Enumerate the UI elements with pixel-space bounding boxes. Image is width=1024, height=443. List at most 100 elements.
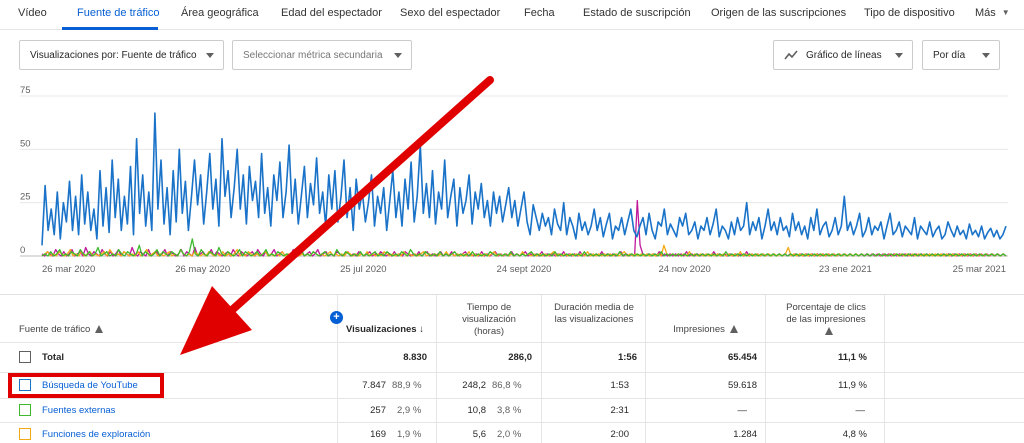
youtube-search-views-pct: 88,9 % bbox=[392, 380, 422, 391]
youtube-search-watch-pct: 86,8 % bbox=[492, 380, 522, 391]
y-tick-label: 0 bbox=[20, 245, 25, 256]
chart-type-label: Gráfico de líneas bbox=[806, 50, 882, 61]
source-youtube-search[interactable]: Búsqueda de YouTube bbox=[42, 380, 138, 391]
header-traffic-source-label: Fuente de tráfico bbox=[19, 324, 91, 335]
tab-subscription-source[interactable]: Origen de las suscripciones bbox=[711, 7, 847, 19]
tab-traffic-source[interactable]: Fuente de tráfico bbox=[77, 7, 160, 19]
warning-icon bbox=[824, 327, 833, 335]
external-views-pct: 2,9 % bbox=[397, 405, 422, 416]
traffic-line-chart: 75 50 25 0 26 mar 2020 26 may 2020 25 jul 202… bbox=[20, 85, 1008, 275]
x-tick-label: 25 jul 2020 bbox=[340, 264, 386, 275]
header-avg-duration[interactable]: Duración media de las visualizaciones bbox=[554, 302, 634, 325]
external-views: 257 bbox=[370, 405, 386, 416]
total-ctr: 11,1 % bbox=[837, 352, 867, 363]
exploration-watch-pct: 2,0 % bbox=[497, 429, 522, 440]
x-tick-label: 25 mar 2021 bbox=[953, 264, 1006, 275]
external-watch-pct: 3,8 % bbox=[497, 405, 522, 416]
x-tick-label: 23 ene 2021 bbox=[819, 264, 872, 275]
y-axis-ticks: 75 50 25 0 bbox=[20, 85, 31, 256]
add-metric-icon[interactable]: + bbox=[330, 311, 343, 324]
tab-more-label: Más bbox=[975, 7, 996, 19]
column-divider bbox=[436, 295, 437, 443]
secondary-metric-dropdown[interactable]: Seleccionar métrica secundaria bbox=[232, 40, 412, 70]
chart-type-dropdown[interactable]: Gráfico de líneas bbox=[773, 40, 913, 70]
exploration-views: 169 bbox=[370, 429, 386, 440]
tab-viewer-age[interactable]: Edad del espectador bbox=[281, 7, 382, 19]
header-watch-time[interactable]: Tiempo de visualización (horas) bbox=[462, 302, 516, 337]
column-divider bbox=[337, 295, 338, 443]
caret-down-icon bbox=[895, 53, 903, 58]
exploration-ctr: 4,8 % bbox=[842, 429, 867, 440]
line-chart-icon bbox=[784, 50, 798, 60]
tab-geography[interactable]: Área geográfica bbox=[181, 7, 259, 19]
column-divider bbox=[645, 295, 646, 443]
caret-down-icon bbox=[394, 53, 402, 58]
youtube-search-ctr: 11,9 % bbox=[838, 380, 867, 391]
exploration-checkbox[interactable] bbox=[19, 428, 31, 440]
tab-more[interactable]: Más ▼ bbox=[975, 7, 1010, 19]
header-views[interactable]: Visualizaciones ↓ bbox=[337, 324, 433, 336]
views-by-label: Visualizaciones por: Fuente de tráfico bbox=[30, 50, 197, 61]
exploration-impressions: 1.284 bbox=[733, 429, 757, 440]
chart-series bbox=[41, 112, 1007, 257]
x-tick-label: 26 may 2020 bbox=[175, 264, 230, 275]
warning-icon bbox=[729, 325, 738, 333]
caret-down-icon bbox=[982, 53, 990, 58]
youtube-search-avg-duration: 1:53 bbox=[610, 380, 630, 391]
exploration-avg-duration: 2:00 bbox=[610, 429, 630, 440]
total-avg-duration: 1:56 bbox=[617, 352, 637, 363]
youtube-search-watch-time: 248,2 bbox=[462, 380, 486, 391]
period-dropdown[interactable]: Por día bbox=[922, 40, 1000, 70]
row-divider bbox=[0, 422, 1024, 423]
series-line-youtube bbox=[41, 112, 1007, 246]
warning-icon bbox=[95, 325, 104, 333]
total-label: Total bbox=[42, 352, 64, 363]
total-checkbox[interactable] bbox=[19, 351, 31, 363]
x-axis-ticks: 26 mar 2020 26 may 2020 25 jul 2020 24 sept… bbox=[42, 264, 1006, 275]
source-exploration[interactable]: Funciones de exploración bbox=[42, 429, 151, 440]
external-impressions: — bbox=[737, 405, 748, 416]
external-ctr: — bbox=[855, 405, 866, 416]
secondary-metric-label: Seleccionar métrica secundaria bbox=[243, 50, 383, 61]
header-impressions-label: Impresiones bbox=[673, 324, 725, 335]
youtube-search-impressions: 59.618 bbox=[727, 380, 757, 391]
row-divider bbox=[0, 342, 1024, 343]
tab-subscription-status[interactable]: Estado de suscripción bbox=[583, 7, 691, 19]
views-by-dropdown[interactable]: Visualizaciones por: Fuente de tráfico bbox=[19, 40, 224, 70]
header-ctr[interactable]: Porcentaje de clics de las impresiones bbox=[780, 302, 872, 338]
x-tick-label: 26 mar 2020 bbox=[42, 264, 95, 275]
report-tabs: Vídeo Fuente de tráfico Área geográfica … bbox=[0, 0, 1024, 30]
youtube-search-views: 7.847 bbox=[362, 380, 386, 391]
total-views: 8.830 bbox=[403, 352, 427, 363]
tab-date[interactable]: Fecha bbox=[524, 7, 555, 19]
column-divider bbox=[884, 295, 885, 443]
series-line-external bbox=[41, 238, 1007, 257]
column-divider bbox=[765, 295, 766, 443]
header-ctr-label: Porcentaje de clics de las impresiones bbox=[786, 302, 866, 325]
row-divider bbox=[0, 398, 1024, 399]
exploration-views-pct: 1,9 % bbox=[397, 429, 422, 440]
sort-arrow-down-icon: ↓ bbox=[419, 324, 424, 335]
external-watch-time: 10,8 bbox=[467, 405, 487, 416]
youtube-search-checkbox[interactable] bbox=[19, 379, 31, 391]
row-divider bbox=[0, 372, 1024, 373]
source-external[interactable]: Fuentes externas bbox=[42, 405, 116, 416]
column-divider bbox=[541, 295, 542, 443]
chevron-down-icon: ▼ bbox=[1001, 8, 1010, 17]
tab-device-type[interactable]: Tipo de dispositivo bbox=[864, 7, 955, 19]
x-tick-label: 24 nov 2020 bbox=[659, 264, 711, 275]
tab-viewer-gender[interactable]: Sexo del espectador bbox=[400, 7, 501, 19]
y-tick-label: 25 bbox=[20, 192, 31, 203]
tab-video[interactable]: Vídeo bbox=[18, 7, 47, 19]
annotation-highlight-box bbox=[8, 373, 164, 398]
y-tick-label: 75 bbox=[20, 85, 31, 96]
header-impressions[interactable]: Impresiones bbox=[646, 324, 765, 336]
exploration-watch-time: 5,6 bbox=[472, 429, 486, 440]
y-tick-label: 50 bbox=[20, 138, 31, 149]
header-views-label: Visualizaciones bbox=[346, 324, 417, 335]
header-traffic-source[interactable]: Fuente de tráfico bbox=[19, 324, 104, 336]
external-sources-checkbox[interactable] bbox=[19, 404, 31, 416]
total-impressions: 65.454 bbox=[727, 352, 757, 363]
period-label: Por día bbox=[933, 50, 966, 61]
caret-down-icon bbox=[206, 53, 214, 58]
